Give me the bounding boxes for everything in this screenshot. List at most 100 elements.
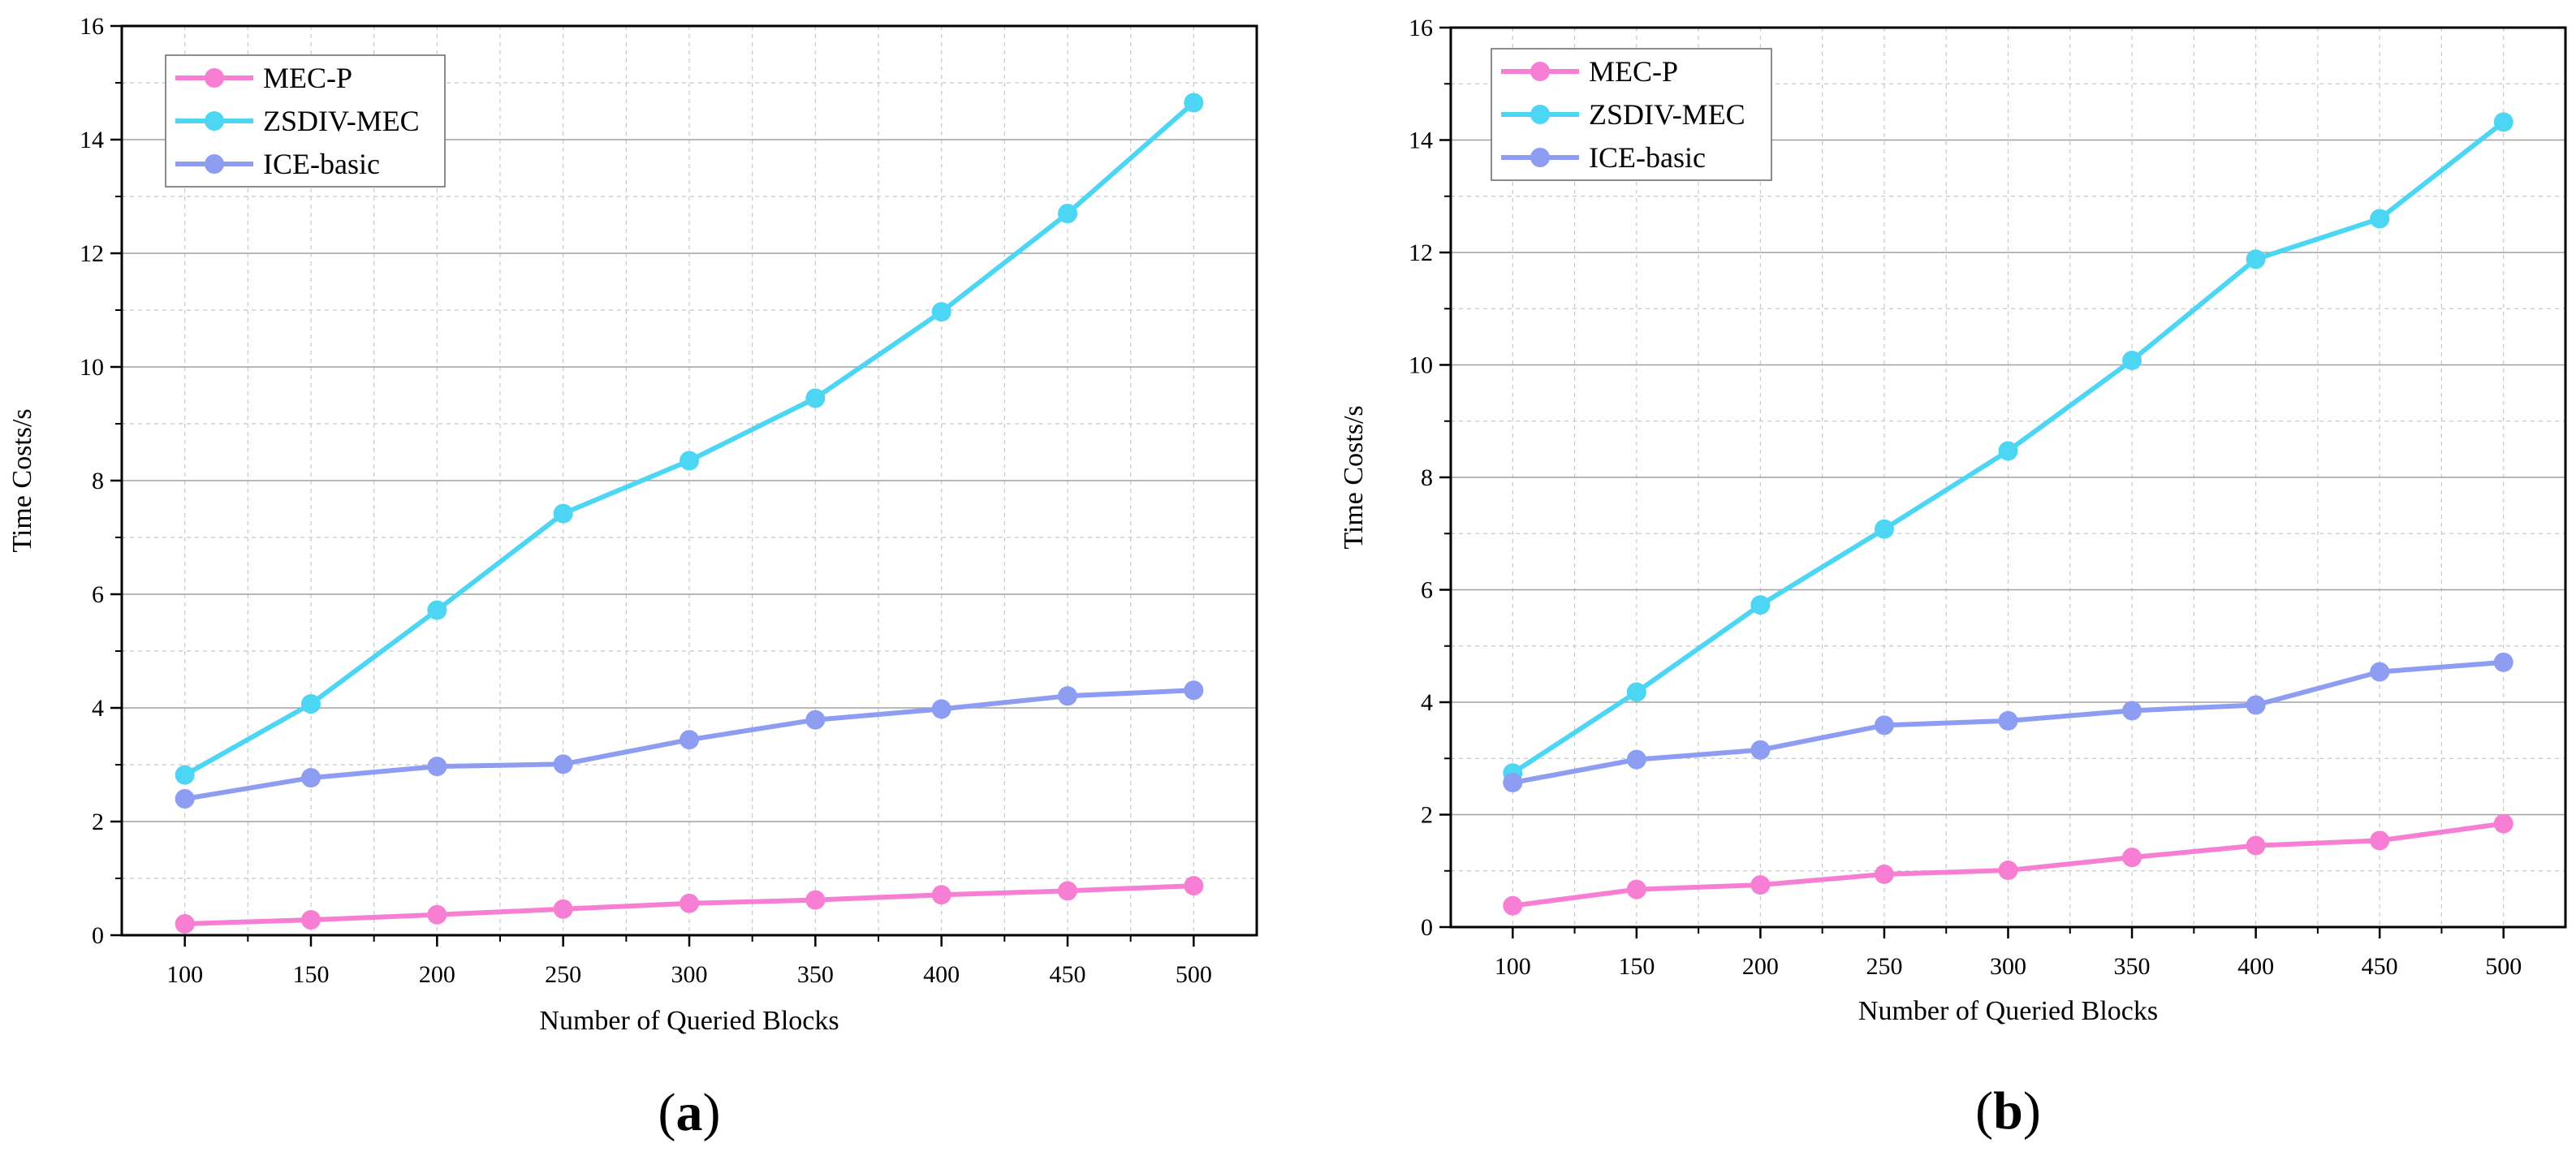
chart-b-xtick-label: 400 <box>2237 953 2274 980</box>
chart-a-point-mec-p <box>805 890 826 910</box>
chart-a-point-zsdiv-mec <box>1058 204 1077 223</box>
chart-b-point-zsdiv-mec <box>1874 519 1894 539</box>
chart-b-point-mec-p <box>2493 813 2513 834</box>
chart-a-xtick-label: 150 <box>293 961 330 988</box>
chart-a-point-ice-basic <box>553 754 573 774</box>
chart-a-xtick-label: 300 <box>671 961 708 988</box>
chart-b-point-ice-basic <box>2246 695 2266 715</box>
chart-a-xtick-label: 450 <box>1050 961 1086 988</box>
chart-a-point-zsdiv-mec <box>301 694 321 714</box>
chart-b-legend-label-ice-basic: ICE-basic <box>1589 141 1706 174</box>
chart-a-point-zsdiv-mec <box>175 765 195 785</box>
chart-b-xtick-label: 100 <box>1495 953 1531 980</box>
chart-a-point-ice-basic <box>427 757 447 777</box>
chart-a-point-zsdiv-mec <box>680 451 699 471</box>
chart-b-xtick-label: 250 <box>1866 953 1902 980</box>
chart-b-point-zsdiv-mec <box>1998 441 2018 461</box>
chart-a-point-zsdiv-mec <box>553 503 573 524</box>
chart-a-point-ice-basic <box>931 699 951 719</box>
chart-a-series-ice-basic <box>175 680 1204 809</box>
chart-a-ytick-label: 8 <box>92 468 104 494</box>
chart-a-legend-label-zsdiv-mec: ZSDIV-MEC <box>263 105 420 137</box>
chart-panel-a: 0 2 4 6 8 10 12 14 16 100 150 200 250 300 350 400 450 500… <box>7 13 1258 1142</box>
chart-b-ytick-label: 6 <box>1421 577 1433 604</box>
chart-a-point-mec-p <box>1184 876 1204 896</box>
chart-b-ytick-label: 2 <box>1421 802 1433 829</box>
chart-a-point-ice-basic <box>680 730 699 750</box>
chart-a-legend-marker-ice-basic <box>205 154 224 174</box>
chart-b-legend-marker-zsdiv-mec <box>1530 105 1550 124</box>
chart-b-point-zsdiv-mec <box>1750 595 1771 615</box>
chart-panel-b: 0 2 4 6 8 10 12 14 16 100 150 200 250 300 350 400 450 500… <box>1339 15 2567 1141</box>
chart-a-xtick-label: 200 <box>419 961 455 988</box>
chart-a-ytick-label: 16 <box>80 13 104 40</box>
chart-a-xtick-label: 350 <box>797 961 834 988</box>
chart-b-xtick-label: 350 <box>2114 953 2151 980</box>
chart-a-point-zsdiv-mec <box>1184 93 1204 113</box>
chart-a-series-zsdiv-mec <box>175 93 1204 785</box>
chart-b-xtick-label: 300 <box>1990 953 2026 980</box>
chart-b-point-ice-basic <box>1503 773 1523 793</box>
chart-a-ytick-label: 12 <box>80 240 104 267</box>
chart-b-point-ice-basic <box>1750 740 1771 760</box>
chart-b-x-axis-title: Number of Queried Blocks <box>1858 996 2158 1026</box>
chart-a-point-mec-p <box>1058 881 1077 901</box>
chart-b-point-mec-p <box>2122 848 2142 868</box>
chart-a-xtick-label: 400 <box>923 961 960 988</box>
chart-b-ytick-label: 16 <box>1409 15 1433 41</box>
chart-b-point-ice-basic <box>1998 710 2018 731</box>
chart-b-ytick-label: 4 <box>1421 689 1433 716</box>
chart-a-point-mec-p <box>553 899 573 919</box>
chart-b-point-ice-basic <box>1874 715 1894 735</box>
chart-a-point-mec-p <box>301 910 321 930</box>
chart-b-legend: MEC-P ZSDIV-MEC ICE-basic <box>1491 48 1772 181</box>
chart-b-xtick-label: 200 <box>1742 953 1779 980</box>
chart-a-xtick-label: 100 <box>166 961 203 988</box>
chart-b-point-ice-basic <box>2370 662 2390 682</box>
chart-b-series-mec-p <box>1503 813 2513 916</box>
chart-b-legend-marker-ice-basic <box>1530 148 1550 167</box>
chart-b-point-zsdiv-mec <box>2122 350 2142 370</box>
chart-a-series-mec-p <box>175 876 1204 934</box>
chart-a-line-zsdiv-mec <box>182 100 1197 778</box>
chart-a-x-axis-title: Number of Queried Blocks <box>539 1006 839 1036</box>
chart-b-point-mec-p <box>2370 830 2390 851</box>
chart-a-ytick-label: 2 <box>92 809 104 835</box>
chart-a-ytick-label: 0 <box>92 922 104 949</box>
chart-b-point-mec-p <box>2246 835 2266 856</box>
chart-a-point-ice-basic <box>805 710 826 730</box>
chart-a-point-ice-basic <box>301 768 321 788</box>
chart-b-point-zsdiv-mec <box>2370 209 2390 229</box>
chart-b-point-zsdiv-mec <box>2246 249 2266 270</box>
chart-a-xtick-label: 250 <box>545 961 581 988</box>
chart-b-legend-marker-mec-p <box>1530 62 1550 81</box>
chart-a-y-axis-title: Time Costs/s <box>7 408 37 552</box>
chart-a-panel-label: (a) <box>658 1083 721 1142</box>
chart-b-ytick-label: 8 <box>1421 464 1433 491</box>
chart-b-xtick-label: 450 <box>2362 953 2398 980</box>
chart-a-legend-marker-zsdiv-mec <box>205 111 224 131</box>
chart-a-point-zsdiv-mec <box>427 600 447 620</box>
chart-a-legend-label-ice-basic: ICE-basic <box>263 148 380 180</box>
chart-a-point-mec-p <box>427 904 447 925</box>
chart-a-point-ice-basic <box>1184 680 1204 701</box>
chart-a-ytick-label: 6 <box>92 581 104 608</box>
chart-b-panel-label: (b) <box>1975 1081 2041 1141</box>
chart-b-ytick-label: 0 <box>1421 914 1433 941</box>
chart-a-legend-marker-mec-p <box>205 68 224 88</box>
chart-b-legend-label-mec-p: MEC-P <box>1589 55 1678 88</box>
chart-b-point-mec-p <box>1503 895 1523 916</box>
chart-b-point-mec-p <box>1998 861 2018 881</box>
chart-b-point-zsdiv-mec <box>2493 112 2513 132</box>
chart-b-point-mec-p <box>1874 864 1894 884</box>
chart-a-ytick-label: 10 <box>80 354 104 381</box>
chart-a-ytick-label: 14 <box>80 127 104 153</box>
chart-a-point-zsdiv-mec <box>805 388 826 408</box>
chart-b-legend-label-zsdiv-mec: ZSDIV-MEC <box>1589 98 1745 131</box>
chart-b-series-zsdiv-mec <box>1503 112 2513 783</box>
chart-a-ytick-label: 4 <box>92 695 104 722</box>
chart-a-legend-label-mec-p: MEC-P <box>263 62 352 94</box>
chart-b-ytick-label: 10 <box>1409 352 1433 379</box>
chart-b-ytick-label: 14 <box>1409 127 1433 154</box>
